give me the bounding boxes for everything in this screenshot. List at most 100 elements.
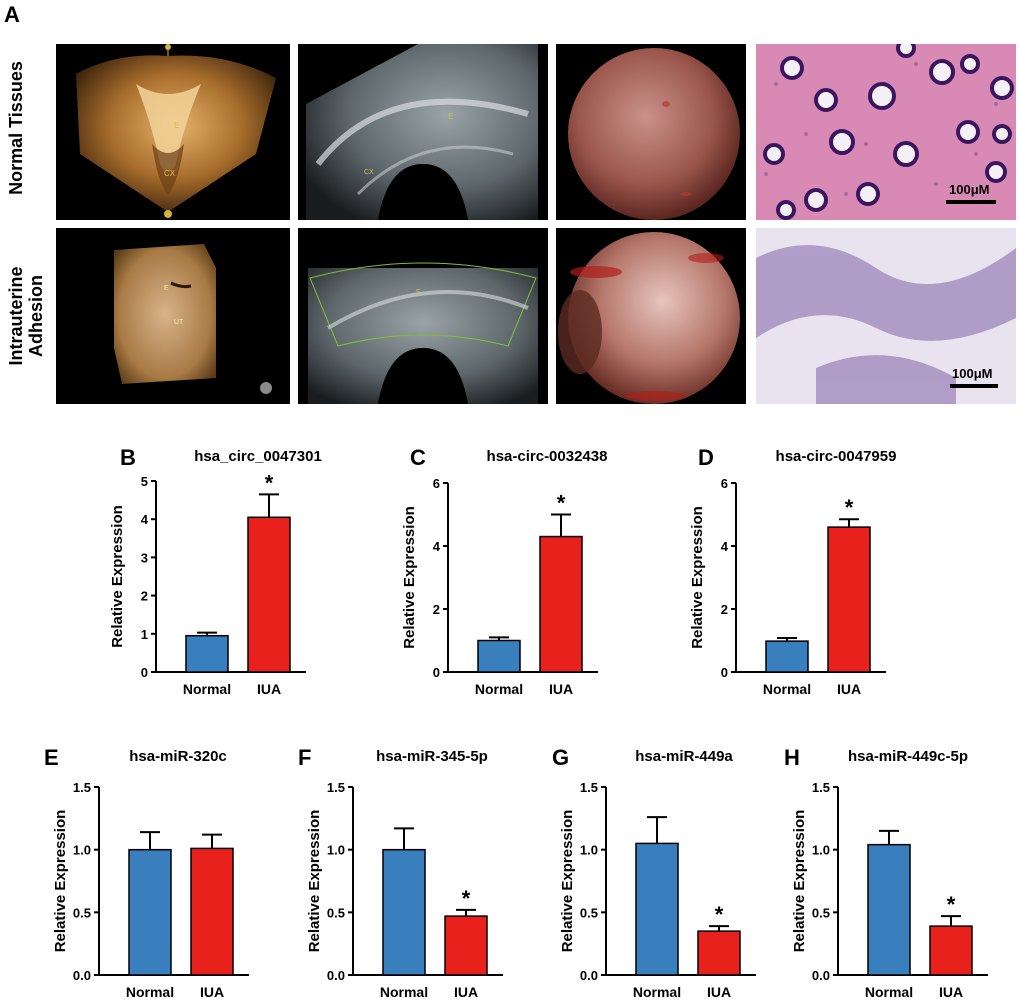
x-tick-label-b-1: IUA [257,681,281,697]
normal-2d-ultrasound-image: E CX [298,44,548,220]
y-axis-label-d: Relative Expression [689,506,706,649]
y-tick-label-c-2: 4 [433,539,441,554]
svg-text:E: E [164,285,169,292]
bar-h-normal [867,843,911,976]
normal-histology-image: 100μM [756,44,1016,220]
bar-h-iua [929,925,973,976]
y-tick-label-c-3: 6 [433,476,440,491]
panel-letter-f: F [298,745,311,770]
bar-b-iua [247,516,291,673]
significance-star-b: * [265,470,274,495]
panel-letter-b: B [120,445,136,470]
x-tick-label-e-0: Normal [126,984,174,1000]
bar-g-normal [635,842,679,976]
y-tick-label-g-2: 1.0 [580,843,598,858]
chart-title-f: hsa-miR-345-5p [376,748,488,765]
iua-hysteroscopy-image [556,228,746,404]
chart-title-d: hsa-circ-0047959 [776,448,897,465]
y-tick-label-b-1: 1 [141,627,148,642]
svg-text:UT: UT [174,319,184,326]
chart-title-c: hsa-circ-0032438 [487,448,608,465]
bar-e-iua [190,847,234,976]
y-axis-label-g: Relative Expression [559,810,576,953]
y-tick-label-d-2: 4 [721,539,729,554]
y-tick-label-b-2: 2 [141,589,148,604]
y-tick-label-h-3: 1.5 [812,780,830,795]
significance-star-h: * [947,892,956,917]
svg-text:E: E [448,112,453,121]
x-tick-label-d-1: IUA [837,681,861,697]
bar-c-iua [539,535,583,673]
significance-star-g: * [715,902,724,927]
bar-f-iua [444,915,488,976]
y-tick-label-h-2: 1.0 [812,843,830,858]
y-tick-label-b-4: 4 [141,512,149,527]
bar-f-normal [382,848,426,976]
y-axis-label-b: Relative Expression [109,505,126,648]
scale-bar-label-2: 100μM [952,366,992,381]
y-tick-label-e-3: 1.5 [73,780,91,795]
scale-bar-label-1: 100μM [949,182,989,197]
svg-text:E: E [416,289,421,296]
chart-title-h: hsa-miR-449c-5p [848,748,968,765]
x-tick-label-g-0: Normal [633,984,681,1000]
x-tick-label-c-1: IUA [549,681,573,697]
y-tick-label-f-0: 0.0 [327,968,345,983]
y-tick-label-g-3: 1.5 [580,780,598,795]
panel-letter-g: G [552,745,569,770]
panel-letter-a: A [4,2,20,27]
y-tick-label-f-1: 0.5 [327,905,345,920]
y-tick-label-f-2: 1.0 [327,843,345,858]
iua-3d-ultrasound-image: E UT [56,228,290,404]
panel-letter-e: E [44,745,59,770]
x-tick-label-e-1: IUA [200,984,224,1000]
svg-text:CX: CX [164,169,176,178]
iua-2d-ultrasound-image: E [298,228,548,404]
significance-star-c: * [557,491,566,516]
y-tick-label-e-1: 0.5 [73,905,91,920]
y-tick-label-b-5: 5 [141,474,148,489]
x-tick-label-h-1: IUA [939,984,963,1000]
y-tick-label-c-1: 2 [433,602,440,617]
normal-3d-ultrasound-image: E CX [56,44,290,220]
x-tick-label-f-1: IUA [454,984,478,1000]
bar-e-normal [128,848,172,976]
y-axis-label-c: Relative Expression [401,506,418,649]
y-axis-label-f: Relative Expression [306,810,323,953]
bar-d-normal [765,640,809,673]
significance-star-f: * [462,886,471,911]
y-tick-label-d-3: 6 [721,476,728,491]
bar-d-iua [827,526,871,673]
bar-c-normal [477,639,521,673]
svg-text:E: E [174,121,179,130]
x-tick-label-h-0: Normal [865,984,913,1000]
y-tick-label-d-0: 0 [721,665,728,680]
x-tick-label-d-0: Normal [763,681,811,697]
y-tick-label-e-0: 0.0 [73,968,91,983]
y-tick-label-b-0: 0 [141,665,148,680]
iua-histology-image: 100μM [756,228,1016,404]
y-tick-label-b-3: 3 [141,550,148,565]
x-tick-label-g-1: IUA [707,984,731,1000]
y-tick-label-d-1: 2 [721,602,728,617]
y-axis-label-h: Relative Expression [791,810,808,953]
y-tick-label-h-0: 0.0 [812,968,830,983]
y-tick-label-c-0: 0 [433,665,440,680]
bar-g-iua [697,930,741,976]
y-tick-label-h-1: 0.5 [812,905,830,920]
svg-text:CX: CX [364,169,374,176]
y-tick-label-g-1: 0.5 [580,905,598,920]
chart-title-g: hsa-miR-449a [635,748,733,765]
bar-b-normal [185,634,229,673]
x-tick-label-c-0: Normal [475,681,523,697]
panel-letter-d: D [698,445,714,470]
panel-letter-h: H [784,745,800,770]
chart-title-b: hsa_circ_0047301 [194,448,322,465]
y-tick-label-e-2: 1.0 [73,843,91,858]
y-axis-label-e: Relative Expression [52,810,69,953]
y-tick-label-f-3: 1.5 [327,780,345,795]
normal-hysteroscopy-image [556,44,746,220]
panel-letter-c: C [410,445,426,470]
x-tick-label-f-0: Normal [380,984,428,1000]
